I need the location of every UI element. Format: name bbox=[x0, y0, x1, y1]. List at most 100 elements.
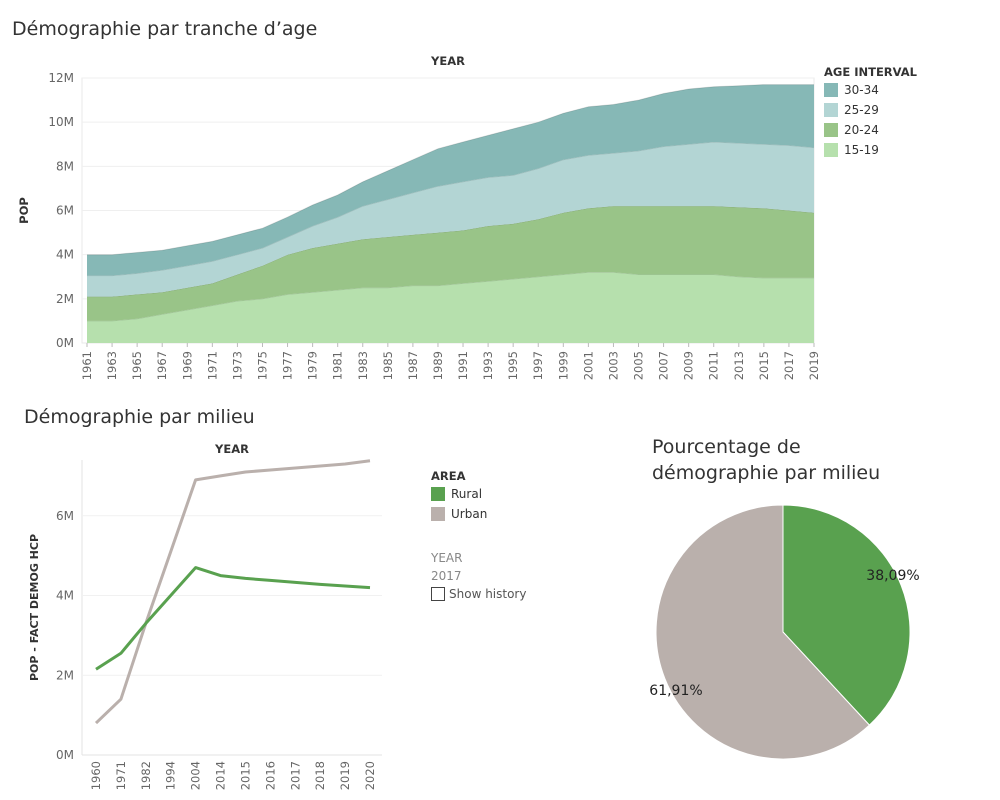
show-history-label: Show history bbox=[449, 587, 527, 601]
area-line-chart-title: Démographie par milieu bbox=[24, 406, 255, 428]
pie-slice-Rural[interactable] bbox=[782, 504, 911, 726]
legend-label: Rural bbox=[451, 487, 483, 501]
x-tick-label: 1969 bbox=[180, 351, 194, 380]
age-legend-item[interactable]: 25-29 bbox=[824, 100, 879, 120]
x-tick-label: 2017 bbox=[288, 761, 302, 790]
x-tick-label: 1981 bbox=[331, 351, 345, 380]
x-tick-label: 1967 bbox=[155, 351, 169, 380]
x-tick-label: 1975 bbox=[255, 351, 269, 380]
show-history-toggle[interactable]: Show history bbox=[431, 587, 526, 601]
x-tick-label: 1994 bbox=[164, 761, 178, 790]
pie-chart-title: Pourcentage de démographie par milieu bbox=[652, 434, 880, 486]
area-legend-item-rural[interactable]: Rural bbox=[431, 484, 487, 504]
x-tick-label: 1960 bbox=[89, 761, 103, 790]
x-tick-label: 1993 bbox=[481, 351, 495, 380]
pie-slice-Urban[interactable] bbox=[655, 504, 871, 760]
legend-swatch bbox=[824, 123, 838, 137]
x-tick-label: 2015 bbox=[238, 761, 252, 790]
x-tick-label: 2018 bbox=[313, 761, 327, 790]
x-tick-label: 1961 bbox=[80, 351, 94, 380]
x-tick-label: 2001 bbox=[581, 351, 595, 380]
legend-label: 25-29 bbox=[844, 103, 879, 117]
x-tick-label: 1982 bbox=[139, 761, 153, 790]
area-legend-title: AREA bbox=[431, 469, 466, 483]
age-legend-item[interactable]: 15-19 bbox=[824, 140, 879, 160]
x-tick-label: 2017 bbox=[782, 351, 796, 380]
y-tick-label: 8M bbox=[56, 159, 74, 173]
line-series-Urban[interactable] bbox=[94, 459, 371, 725]
show-history-checkbox[interactable] bbox=[431, 587, 445, 601]
y-tick-label: 0M bbox=[56, 336, 74, 350]
x-tick-label: 1991 bbox=[456, 351, 470, 380]
legend-label: Urban bbox=[451, 507, 488, 521]
y-tick-label: 2M bbox=[56, 668, 74, 682]
x-tick-label: 1983 bbox=[356, 351, 370, 380]
x-axis-title: YEAR bbox=[214, 442, 249, 456]
x-tick-label: 1971 bbox=[114, 761, 128, 790]
area-series-25-29[interactable] bbox=[87, 142, 814, 297]
age-chart-title: Démographie par tranche d’age bbox=[12, 18, 318, 40]
legend-label: 15-19 bbox=[844, 143, 879, 157]
y-tick-label: 0M bbox=[56, 748, 74, 762]
y-axis-title: POP bbox=[17, 197, 31, 224]
x-tick-label: 1995 bbox=[506, 351, 520, 380]
x-tick-label: 1979 bbox=[306, 351, 320, 380]
pie-chart-title-line-1: Pourcentage de bbox=[652, 436, 801, 458]
y-tick-label: 6M bbox=[56, 204, 74, 218]
area-series-20-24[interactable] bbox=[87, 206, 814, 321]
x-tick-label: 1963 bbox=[105, 351, 119, 380]
x-tick-label: 2019 bbox=[807, 351, 821, 380]
age-area-chart: 0M 2M 4M 6M 8M 10M 12M 1961 1963 1965 1967 1969 1971… bbox=[17, 54, 821, 380]
legend-swatch bbox=[824, 83, 838, 97]
legend-label: 20-24 bbox=[844, 123, 879, 137]
age-legend: 30-34 25-29 20-24 15-19 bbox=[824, 80, 879, 160]
x-tick-label: 2007 bbox=[657, 351, 671, 380]
x-tick-label: 1971 bbox=[205, 351, 219, 380]
area-series-15-19[interactable] bbox=[87, 272, 814, 343]
x-tick-label: 2015 bbox=[757, 351, 771, 380]
year-filter-value[interactable]: 2017 bbox=[431, 569, 462, 583]
age-legend-title: AGE INTERVAL bbox=[824, 65, 918, 79]
legend-swatch bbox=[824, 103, 838, 117]
age-legend-item[interactable]: 20-24 bbox=[824, 120, 879, 140]
y-axis-title: POP - FACT DEMOG HCP bbox=[28, 534, 41, 681]
y-tick-label: 2M bbox=[56, 292, 74, 306]
x-tick-label: 1977 bbox=[281, 351, 295, 380]
x-tick-label: 1997 bbox=[531, 351, 545, 380]
line-series-Rural[interactable] bbox=[95, 566, 371, 671]
x-tick-label: 1973 bbox=[230, 351, 244, 380]
area-line-chart: 0M 2M 4M 6M 1960 1971 1982 1994 2004 2014 2015 2016… bbox=[28, 442, 382, 790]
year-filter-label: YEAR bbox=[431, 551, 463, 565]
legend-label: 30-34 bbox=[844, 83, 879, 97]
pie-slice-label: 38,09% bbox=[866, 568, 919, 584]
area-legend-item-urban[interactable]: Urban bbox=[431, 504, 487, 524]
legend-swatch bbox=[824, 143, 838, 157]
legend-swatch bbox=[431, 507, 445, 521]
x-tick-label: 1965 bbox=[130, 351, 144, 380]
x-axis-title: YEAR bbox=[430, 54, 465, 68]
pie-chart-title-line-2: démographie par milieu bbox=[652, 462, 881, 484]
x-tick-label: 2013 bbox=[732, 351, 746, 380]
x-tick-label: 2014 bbox=[214, 761, 228, 790]
year-filter: YEAR 2017 bbox=[431, 549, 462, 585]
age-legend-item[interactable]: 30-34 bbox=[824, 80, 879, 100]
y-tick-label: 4M bbox=[56, 589, 74, 603]
y-tick-label: 4M bbox=[56, 248, 74, 262]
area-series-30-34[interactable] bbox=[87, 84, 814, 276]
x-tick-label: 2016 bbox=[263, 761, 277, 790]
y-tick-label: 10M bbox=[48, 115, 74, 129]
pie-slice-label: 61,91% bbox=[649, 683, 702, 699]
x-tick-label: 2005 bbox=[632, 351, 646, 380]
x-tick-label: 2011 bbox=[707, 351, 721, 380]
x-tick-label: 2019 bbox=[338, 761, 352, 790]
x-tick-label: 1999 bbox=[556, 351, 570, 380]
x-tick-label: 1987 bbox=[406, 351, 420, 380]
x-tick-label: 1985 bbox=[381, 351, 395, 380]
x-tick-label: 1989 bbox=[431, 351, 445, 380]
y-tick-label: 6M bbox=[56, 509, 74, 523]
area-pie-chart: 38,09% 61,91% bbox=[649, 504, 920, 760]
x-tick-label: 2003 bbox=[606, 351, 620, 380]
y-tick-label: 12M bbox=[48, 71, 74, 85]
x-tick-label: 2020 bbox=[363, 761, 377, 790]
area-series-edge bbox=[87, 84, 814, 256]
